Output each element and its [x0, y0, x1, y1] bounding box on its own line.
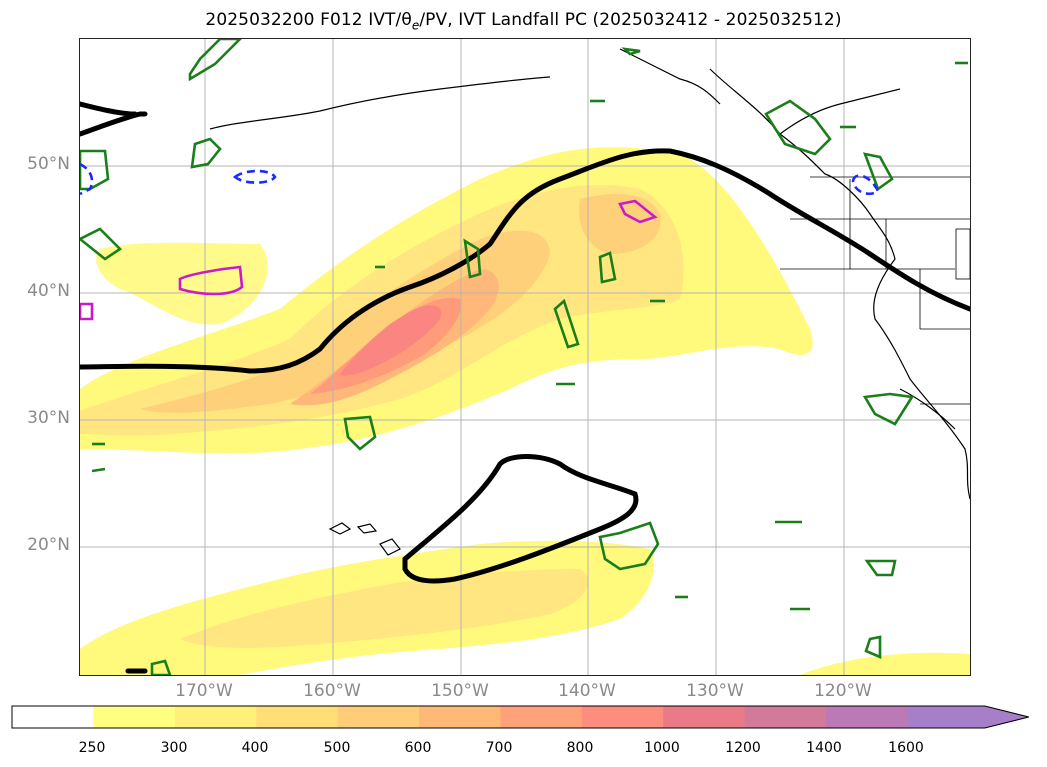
pv-contours	[80, 199, 658, 321]
coastlines	[209, 48, 970, 556]
colorbar-segment	[12, 706, 94, 728]
map-svg	[80, 39, 970, 675]
colorbar-segment	[174, 706, 257, 728]
colorbar-tick-1000: 1000	[644, 740, 680, 756]
colorbar-tick-1200: 1200	[725, 740, 761, 756]
lon-label-150w: 150°W	[431, 681, 489, 701]
ivt-400-fill-north	[579, 194, 661, 254]
colorbar-segment	[500, 706, 583, 728]
lon-label-140w: 140°W	[558, 681, 616, 701]
colorbar-tick-500: 500	[323, 740, 351, 756]
negative-contours	[80, 162, 880, 196]
colorbar-tick-400: 400	[241, 740, 269, 756]
colorbar-segment	[419, 706, 501, 728]
colorbar-segment	[826, 706, 908, 728]
landfall-pc-contours	[80, 101, 970, 674]
colorbar-tick-1600: 1600	[888, 740, 924, 756]
borders	[780, 176, 970, 405]
lat-label-30n: 30°N	[27, 408, 70, 428]
colorbar-tick-800: 800	[566, 740, 594, 756]
lon-label-130w: 130°W	[686, 681, 744, 701]
lat-label-40n: 40°N	[27, 281, 70, 301]
colorbar-tick-600: 600	[404, 740, 432, 756]
colorbar-tick-1400: 1400	[806, 740, 842, 756]
colorbar-tick-700: 700	[485, 740, 513, 756]
colorbar-segment	[581, 706, 664, 728]
colorbar-tick-300: 300	[160, 740, 188, 756]
ivt-250-fill-southeast	[800, 652, 970, 675]
colorbar-tick-250: 250	[78, 740, 106, 756]
colorbar-extend-arrow	[907, 706, 1029, 728]
gridlines	[80, 39, 970, 675]
colorbar-segment	[256, 706, 339, 728]
theta-e-contours	[80, 39, 968, 675]
lon-label-160w: 160°W	[303, 681, 361, 701]
ivt-filled-contours	[80, 147, 970, 675]
colorbar-segment	[744, 706, 827, 728]
ivt-300-fill-south	[180, 569, 589, 648]
colorbar-segment	[93, 706, 176, 728]
map-panel	[79, 38, 971, 676]
ivt-700-fill	[340, 305, 442, 376]
lat-label-50n: 50°N	[27, 154, 70, 174]
lon-label-120w: 120°W	[814, 681, 872, 701]
lon-label-170w: 170°W	[175, 681, 233, 701]
lat-label-20n: 20°N	[27, 535, 70, 555]
ivt-400-fill	[140, 230, 550, 413]
colorbar-segment	[337, 706, 420, 728]
colorbar-segment	[663, 706, 746, 728]
chart-title: 2025032200 F012 IVT/θe/PV, IVT Landfall …	[205, 10, 842, 33]
colorbar	[11, 705, 1029, 729]
ivt-250-fill-west	[96, 242, 268, 325]
